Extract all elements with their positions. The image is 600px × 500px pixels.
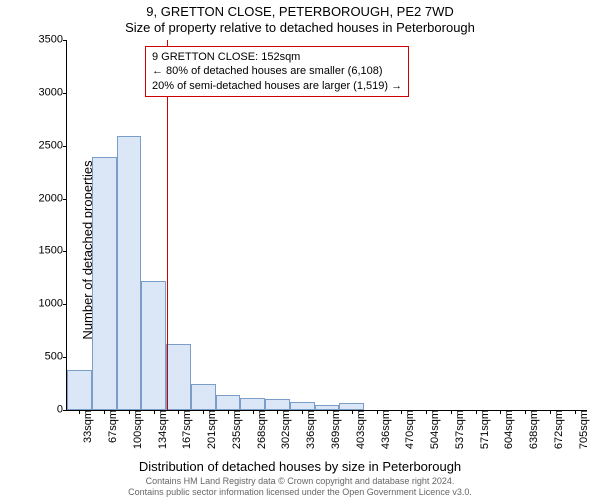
x-tick-label: 638sqm: [525, 410, 540, 449]
y-tick-mark: [63, 251, 67, 252]
footer-line-1: Contains HM Land Registry data © Crown c…: [0, 476, 600, 487]
x-tick-label: 167sqm: [178, 410, 193, 449]
x-tick-label: 604sqm: [500, 410, 515, 449]
x-tick-label: 537sqm: [451, 410, 466, 449]
chart-title-sub: Size of property relative to detached ho…: [0, 20, 600, 35]
histogram-bar: [265, 399, 290, 410]
marker-callout: 9 GRETTON CLOSE: 152sqm ← 80% of detache…: [145, 46, 409, 97]
chart-container: 9, GRETTON CLOSE, PETERBOROUGH, PE2 7WD …: [0, 0, 600, 500]
histogram-bar: [240, 398, 265, 410]
x-tick-label: 705sqm: [575, 410, 590, 449]
x-tick-label: 33sqm: [79, 410, 94, 443]
y-tick-mark: [63, 304, 67, 305]
histogram-bar: [92, 157, 117, 410]
x-tick-label: 100sqm: [129, 410, 144, 449]
x-tick-label: 436sqm: [377, 410, 392, 449]
callout-line-1: 9 GRETTON CLOSE: 152sqm: [152, 50, 402, 64]
plot-area: 050010001500200025003000350033sqm67sqm10…: [66, 40, 587, 411]
x-tick-label: 504sqm: [426, 410, 441, 449]
y-tick-mark: [63, 40, 67, 41]
x-tick-label: 67sqm: [104, 410, 119, 443]
x-tick-label: 235sqm: [228, 410, 243, 449]
x-tick-label: 403sqm: [352, 410, 367, 449]
histogram-bar: [166, 344, 191, 410]
x-tick-label: 672sqm: [550, 410, 565, 449]
histogram-bar: [339, 403, 364, 410]
y-tick-mark: [63, 410, 67, 411]
histogram-bar: [290, 402, 315, 410]
x-tick-label: 571sqm: [476, 410, 491, 449]
footer-line-2: Contains public sector information licen…: [0, 487, 600, 498]
callout-line-2: ← 80% of detached houses are smaller (6,…: [152, 64, 402, 78]
x-tick-label: 134sqm: [154, 410, 169, 449]
chart-title-main: 9, GRETTON CLOSE, PETERBOROUGH, PE2 7WD: [0, 4, 600, 19]
x-tick-label: 369sqm: [327, 410, 342, 449]
histogram-bar: [216, 395, 241, 410]
histogram-bar: [141, 281, 166, 410]
y-tick-mark: [63, 357, 67, 358]
histogram-bar: [191, 384, 216, 410]
footer-attribution: Contains HM Land Registry data © Crown c…: [0, 476, 600, 498]
x-axis-label: Distribution of detached houses by size …: [0, 459, 600, 474]
x-tick-label: 336sqm: [302, 410, 317, 449]
x-tick-label: 201sqm: [203, 410, 218, 449]
y-tick-mark: [63, 199, 67, 200]
callout-line-3: 20% of semi-detached houses are larger (…: [152, 79, 402, 93]
x-tick-label: 268sqm: [253, 410, 268, 449]
histogram-bar: [117, 136, 142, 410]
x-tick-label: 470sqm: [401, 410, 416, 449]
y-tick-mark: [63, 146, 67, 147]
y-tick-mark: [63, 93, 67, 94]
x-tick-label: 302sqm: [277, 410, 292, 449]
histogram-bar: [67, 370, 92, 410]
